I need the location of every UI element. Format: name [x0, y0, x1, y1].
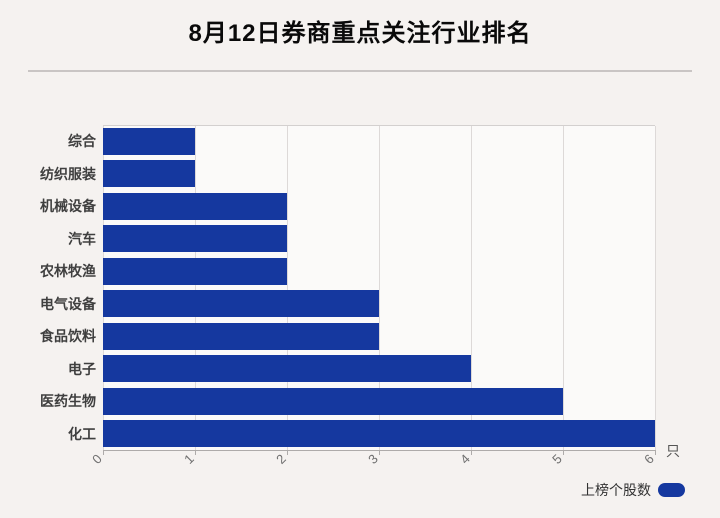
category-label: 汽车 [68, 230, 96, 247]
bar[interactable] [103, 127, 195, 155]
chart-title: 8月12日券商重点关注行业排名 [188, 20, 532, 47]
x-axis-line [103, 450, 656, 451]
category-label: 电气设备 [40, 295, 96, 312]
bar[interactable] [103, 225, 287, 253]
category-label: 机械设备 [40, 198, 96, 215]
gridline [195, 126, 196, 451]
gridline [563, 126, 564, 451]
x-tick-mark [103, 451, 104, 455]
x-tick-mark [379, 451, 380, 455]
x-axis-unit-label: 只 [666, 443, 680, 459]
category-label: 电子 [68, 360, 96, 377]
x-tick-mark [471, 451, 472, 455]
legend-item[interactable]: 上榜个股数 [581, 481, 685, 499]
gridline [471, 126, 472, 451]
title-divider [28, 70, 692, 72]
bar[interactable] [103, 355, 471, 383]
x-tick-mark [287, 451, 288, 455]
gridline [379, 126, 380, 451]
category-label: 农林牧渔 [40, 263, 96, 280]
bar[interactable] [103, 192, 287, 220]
category-label: 综合 [68, 133, 96, 150]
legend-label: 上榜个股数 [581, 482, 651, 498]
bar[interactable] [103, 322, 379, 350]
bar[interactable] [103, 257, 287, 285]
bar[interactable] [103, 420, 655, 448]
category-label: 化工 [68, 425, 96, 442]
category-label: 纺织服装 [40, 165, 96, 182]
gridline [287, 126, 288, 451]
x-tick-mark [195, 451, 196, 455]
bar[interactable] [103, 160, 195, 188]
bar[interactable] [103, 387, 563, 415]
x-tick-mark [563, 451, 564, 455]
category-label: 食品饮料 [40, 328, 96, 345]
bar[interactable] [103, 290, 379, 318]
gridline [103, 126, 104, 451]
x-tick-mark [655, 451, 656, 455]
category-label: 医药生物 [40, 393, 96, 410]
legend-marker-icon [658, 483, 685, 497]
gridline [655, 126, 656, 451]
